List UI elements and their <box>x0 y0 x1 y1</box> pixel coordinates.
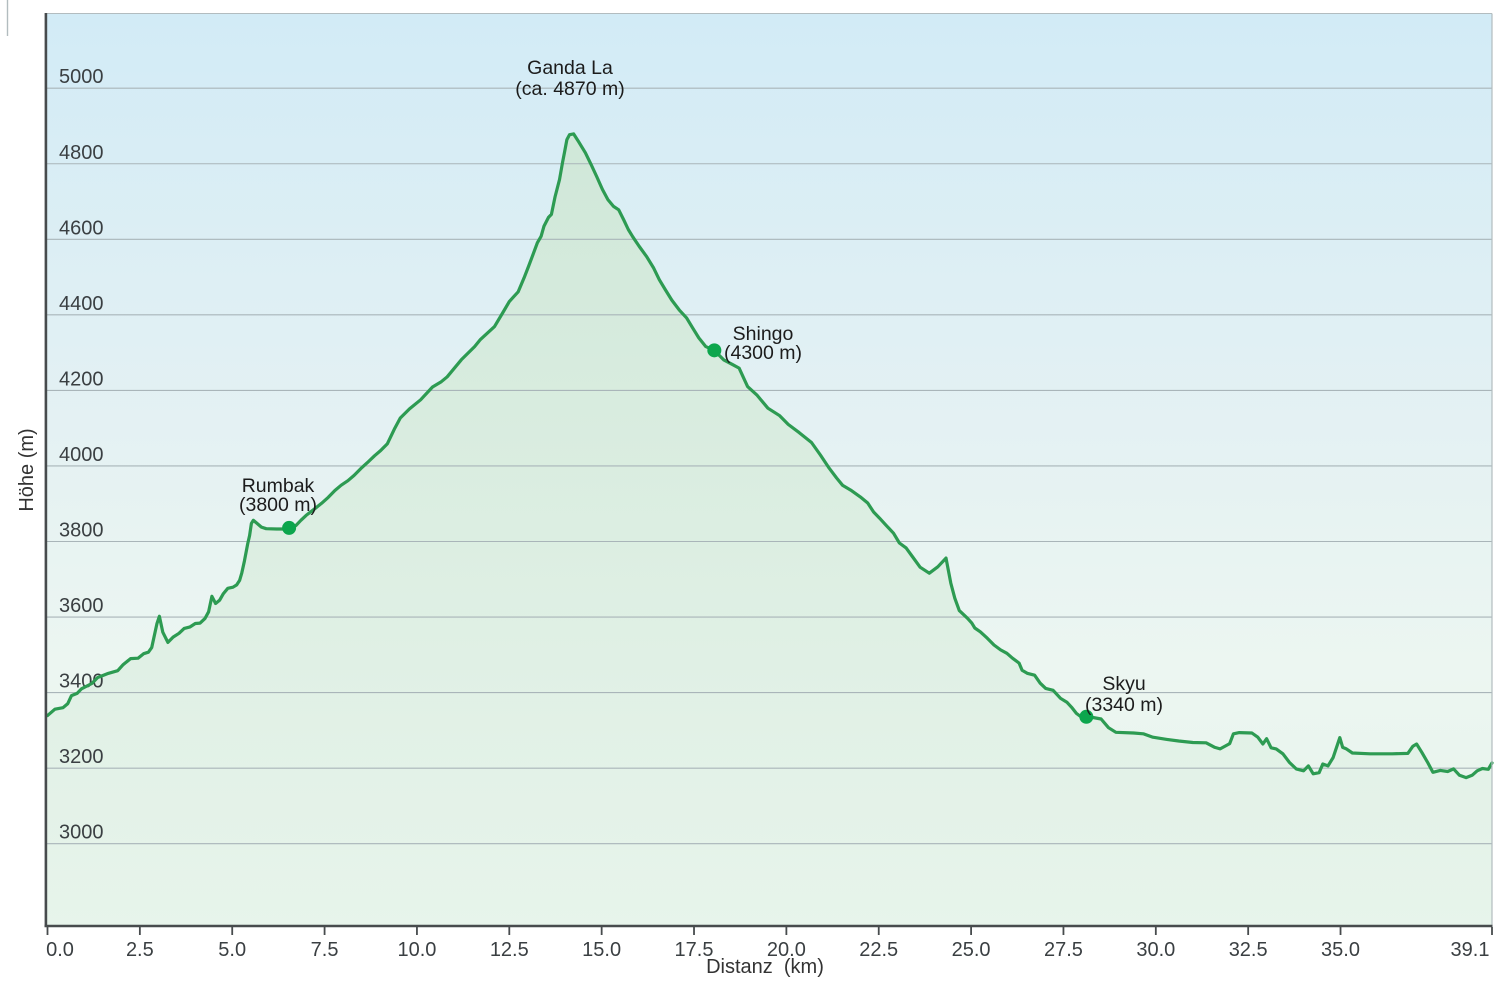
y-tick-label: 3200 <box>59 746 104 768</box>
y-tick-label: 4200 <box>59 368 104 390</box>
station-label-skyu: Skyu <box>1102 673 1145 695</box>
x-tick-label: 39.1 <box>1451 939 1490 961</box>
x-tick-label: 25.0 <box>952 939 991 961</box>
y-tick-label: 4600 <box>59 217 104 239</box>
x-tick-label: 2.5 <box>126 939 154 961</box>
x-tick-label: 27.5 <box>1044 939 1083 961</box>
y-tick-label: 3000 <box>59 822 104 844</box>
station-label-ganda-la: Ganda La <box>527 57 613 79</box>
station-shingo: Shingo(4300 m) <box>707 323 802 364</box>
station-sublabel-skyu: (3340 m) <box>1085 694 1163 716</box>
x-tick-label: 12.5 <box>490 939 529 961</box>
station-dot-rumbak <box>282 520 297 535</box>
station-label-shingo: Shingo <box>733 323 794 345</box>
elevation-profile-line <box>45 132 1494 780</box>
station-rumbak: Rumbak(3800 m) <box>239 475 317 535</box>
x-tick-label: 32.5 <box>1229 939 1268 961</box>
x-tick-label: 7.5 <box>311 939 339 961</box>
station-sublabel-ganda-la: (ca. 4870 m) <box>515 78 624 100</box>
x-tick-label: 22.5 <box>859 939 898 961</box>
x-tick-label: 35.0 <box>1321 939 1360 961</box>
y-tick-label: 3400 <box>59 671 104 693</box>
x-tick-label: 20.0 <box>767 939 806 961</box>
y-tick-label: 4000 <box>59 444 104 466</box>
station-label-rumbak: Rumbak <box>242 475 315 497</box>
x-tick-label: 17.5 <box>675 939 714 961</box>
y-tick-label: 5000 <box>59 66 104 88</box>
station-ganda-la: Ganda La(ca. 4870 m) <box>515 57 624 100</box>
y-tick-label: 3600 <box>59 595 104 617</box>
profile-area-fill <box>47 133 1492 925</box>
y-tick-label: 3800 <box>59 520 104 542</box>
x-axis-title: Distanz (km) <box>706 956 824 978</box>
x-tick-label: 15.0 <box>582 939 621 961</box>
x-tick-label: 0.0 <box>46 939 74 961</box>
x-tick-label: 10.0 <box>397 939 436 961</box>
station-dot-shingo <box>707 343 722 358</box>
x-tick-label: 30.0 <box>1136 939 1175 961</box>
y-axis-title: Höhe (m) <box>16 428 38 511</box>
station-sublabel-shingo: (4300 m) <box>724 342 802 364</box>
station-skyu: Skyu(3340 m) <box>1079 673 1163 724</box>
station-dot-skyu <box>1079 709 1094 724</box>
y-tick-label: 4800 <box>59 142 104 164</box>
station-sublabel-rumbak: (3800 m) <box>239 494 317 516</box>
y-tick-label: 4400 <box>59 293 104 315</box>
x-tick-label: 5.0 <box>218 939 246 961</box>
